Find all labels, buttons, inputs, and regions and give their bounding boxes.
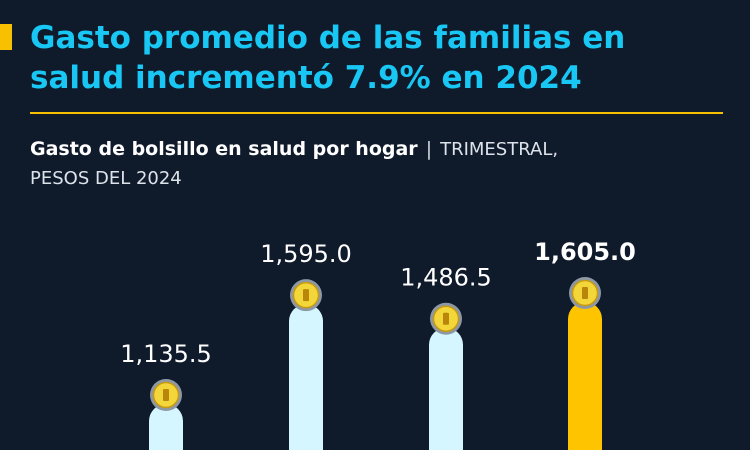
headline: Gasto promedio de las familias en salud … (30, 18, 730, 98)
coin-icon-symbol (582, 287, 588, 299)
value-label-4: 1,605.0 (534, 238, 636, 266)
coin-icon (569, 277, 601, 309)
divider-rule (30, 112, 723, 114)
subtitle-bold: Gasto de bolsillo en salud por hogar (30, 138, 418, 160)
value-label-2: 1,595.0 (260, 240, 352, 268)
subtitle-rest-2: PESOS DEL 2024 (30, 168, 182, 189)
subtitle-separator: | (425, 138, 433, 160)
chart-subtitle: Gasto de bolsillo en salud por hogar | TRI… (30, 135, 720, 193)
coin-icon (150, 379, 182, 411)
bar-4-body (568, 322, 602, 450)
coin-icon (290, 279, 322, 312)
value-label-1: 1,135.5 (120, 340, 212, 368)
headline-line-2: salud incrementó 7.9% en 2024 (30, 60, 582, 96)
bar-1-body (149, 424, 183, 450)
coin-icon (430, 302, 462, 335)
bar-2-body (289, 324, 323, 450)
accent-bar (0, 24, 12, 50)
bar-3-body (429, 347, 463, 450)
coin-icon-symbol (163, 389, 169, 401)
value-label-3: 1,486.5 (400, 264, 492, 292)
coin-icon-symbol (443, 312, 449, 325)
coin-icon-symbol (303, 289, 309, 302)
subtitle-rest-1: TRIMESTRAL, (440, 139, 559, 160)
headline-line-1: Gasto promedio de las familias en (30, 20, 626, 56)
